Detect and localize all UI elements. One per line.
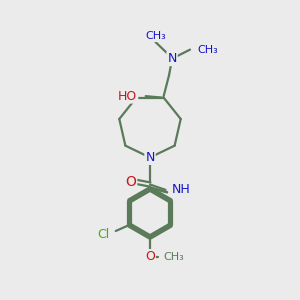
Text: N: N	[145, 151, 155, 164]
Text: NH: NH	[172, 183, 191, 196]
Text: CH₃: CH₃	[198, 45, 218, 55]
Text: O: O	[145, 250, 155, 263]
Text: CH₃: CH₃	[164, 251, 184, 262]
Text: HO: HO	[118, 90, 137, 103]
Text: O: O	[125, 175, 136, 188]
Text: Cl: Cl	[98, 227, 110, 241]
Text: CH₃: CH₃	[145, 31, 166, 41]
Text: N: N	[167, 52, 177, 65]
